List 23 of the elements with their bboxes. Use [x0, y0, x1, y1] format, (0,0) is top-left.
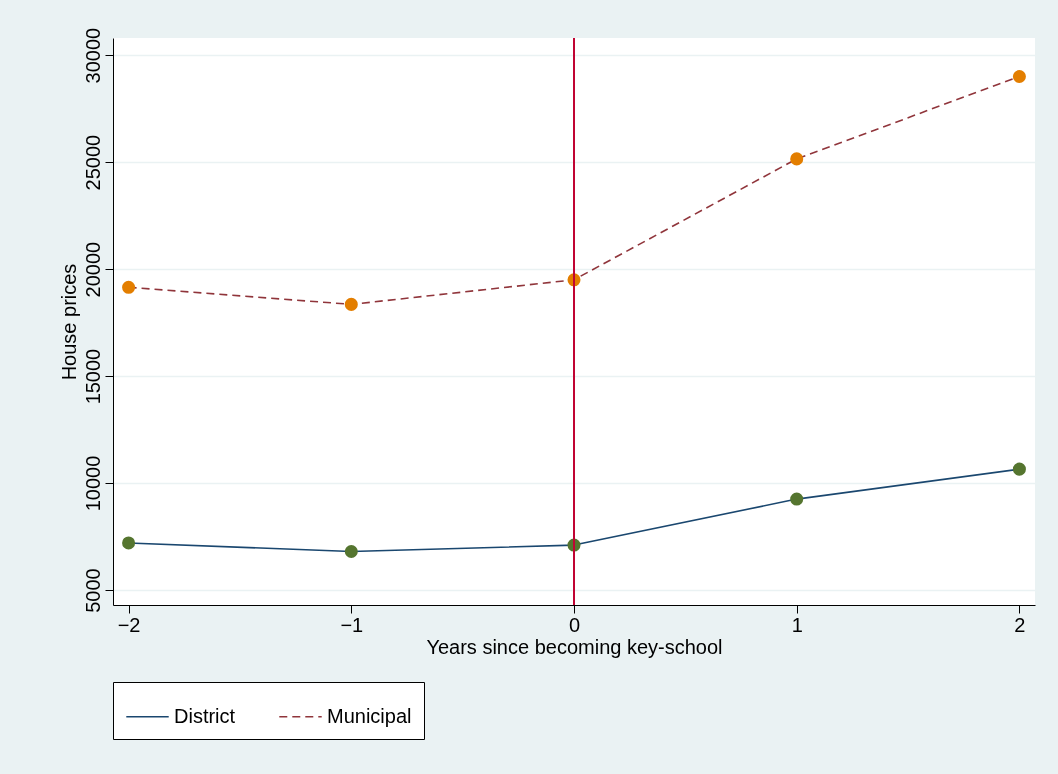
point: [790, 492, 804, 506]
point: [790, 152, 804, 166]
x-tick-label: 0: [568, 613, 581, 636]
point: [344, 545, 358, 559]
x-tick-label: 1: [791, 613, 803, 636]
y-axis-title: House prices: [57, 263, 80, 381]
x-tick-label: −1: [340, 613, 364, 636]
legend-label: Municipal: [327, 704, 412, 727]
y-tick-label: 10000: [81, 455, 104, 512]
y-tick-label: 25000: [81, 134, 104, 191]
point: [122, 280, 136, 294]
point: [344, 297, 358, 311]
point: [1012, 462, 1026, 476]
y-tick-label: 15000: [81, 348, 104, 405]
x-tick-label: −2: [117, 613, 141, 636]
point: [122, 536, 136, 550]
y-tick-label: 30000: [81, 27, 104, 84]
point: [1012, 70, 1026, 84]
x-axis-title: Years since becoming key-school: [426, 635, 723, 658]
x-tick-label: 2: [1014, 613, 1026, 636]
y-tick-label: 20000: [81, 241, 104, 298]
y-tick-label: 5000: [81, 568, 104, 613]
legend-label: District: [174, 704, 236, 727]
